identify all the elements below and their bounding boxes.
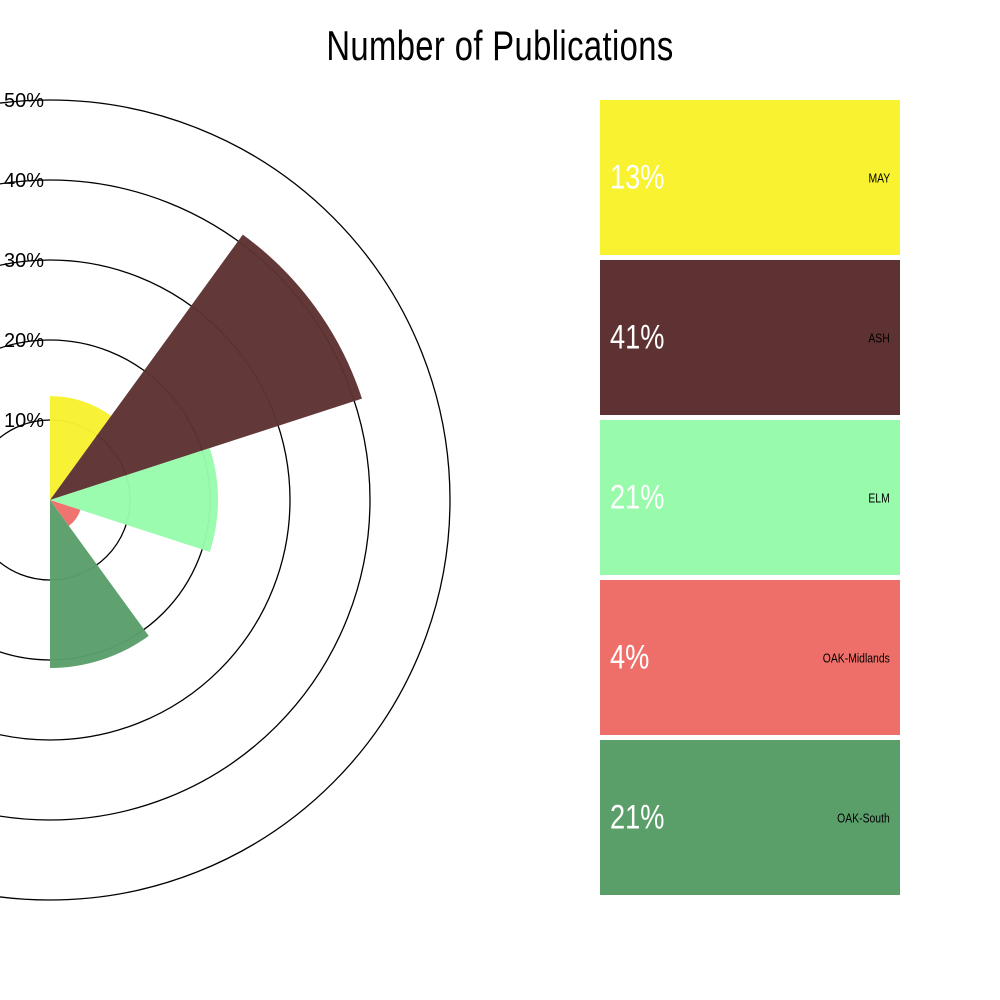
legend-label: OAK-South xyxy=(837,810,890,825)
sector-elm[interactable] xyxy=(50,448,219,552)
legend: 13% MAY 41% ASH 21% ELM 4% OAK-Midlands 21% OAK-S… xyxy=(600,100,900,900)
sector-oak-south[interactable] xyxy=(50,500,149,668)
legend-item-ash[interactable]: 41% ASH xyxy=(600,260,900,415)
legend-percentage: 41% xyxy=(610,318,665,356)
legend-label: OAK-Midlands xyxy=(822,650,890,665)
legend-percentage: 4% xyxy=(610,638,650,676)
grid-circle xyxy=(0,179,371,821)
sectors xyxy=(50,234,362,668)
grid-circle xyxy=(0,259,291,741)
legend-item-elm[interactable]: 21% ELM xyxy=(600,420,900,575)
radial-tick-label: 30% xyxy=(4,250,44,272)
legend-percentage: 13% xyxy=(610,158,665,196)
sector-ash[interactable] xyxy=(50,234,362,500)
radial-tick-label: 20% xyxy=(4,330,44,352)
chart-title: Number of Publications xyxy=(326,22,674,69)
sector-oak-midlands[interactable] xyxy=(50,500,81,526)
legend-label: ELM xyxy=(868,490,890,505)
radial-tick-label: 40% xyxy=(4,170,44,192)
radial-tick-labels: 10% 20% 30% 40% 50% xyxy=(4,90,44,432)
grid-circle xyxy=(0,99,451,901)
legend-item-may[interactable]: 13% MAY xyxy=(600,100,900,255)
radial-tick-label: 10% xyxy=(4,410,44,432)
legend-item-oak-south[interactable]: 21% OAK-South xyxy=(600,740,900,895)
legend-percentage: 21% xyxy=(610,798,665,836)
legend-percentage: 21% xyxy=(610,478,665,516)
radial-tick-label: 50% xyxy=(4,90,44,112)
legend-label: ASH xyxy=(868,330,890,345)
legend-item-oak-midlands[interactable]: 4% OAK-Midlands xyxy=(600,580,900,735)
legend-label: MAY xyxy=(868,170,890,185)
sector-may[interactable] xyxy=(50,396,112,500)
